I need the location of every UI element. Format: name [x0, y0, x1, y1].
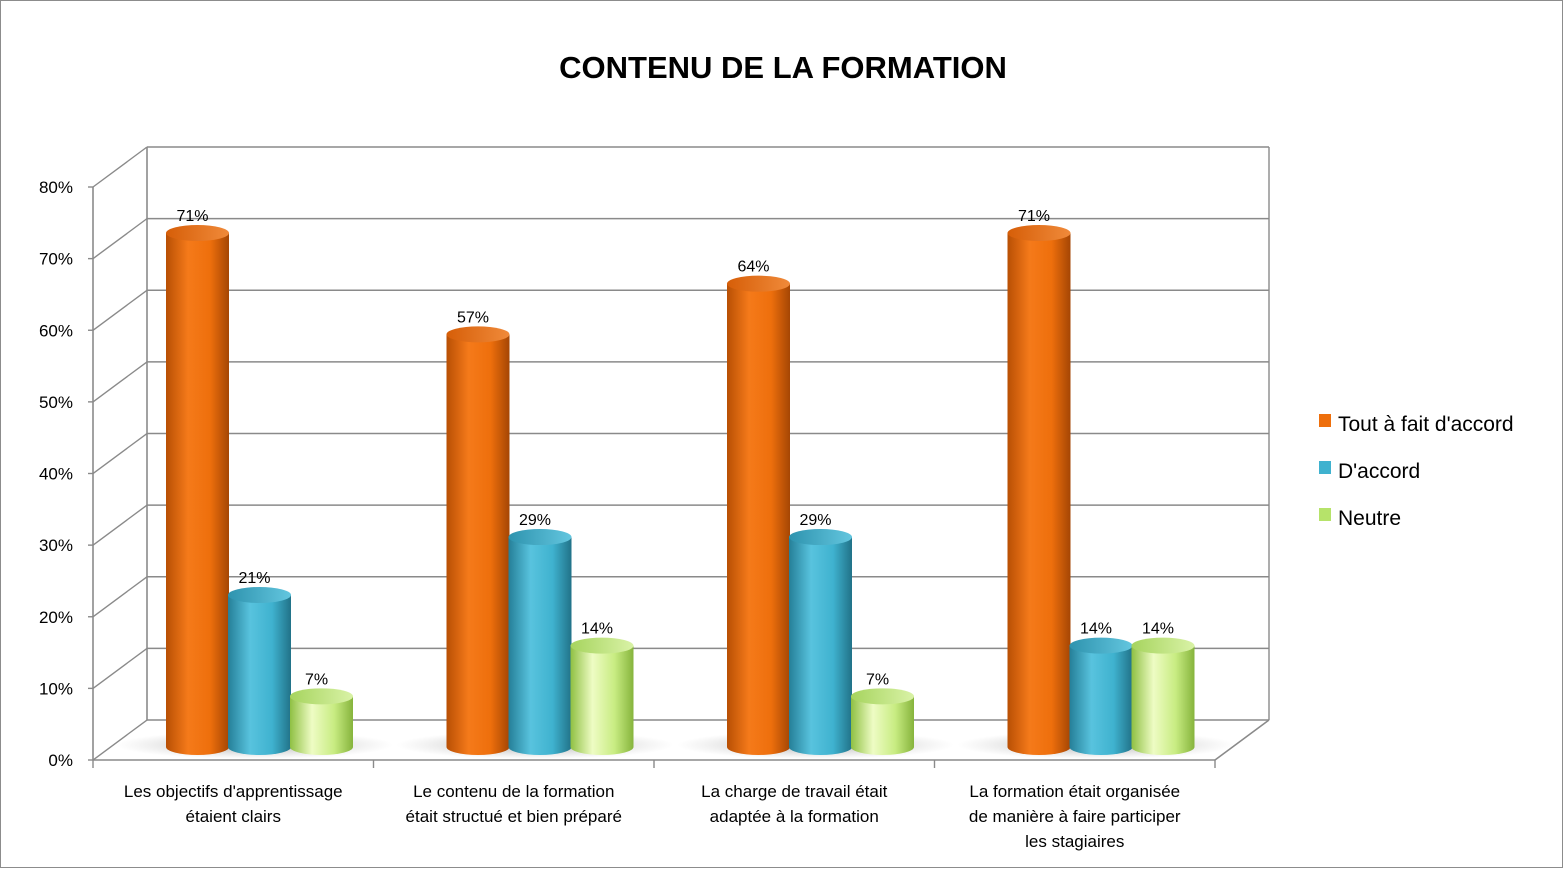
bar-body [789, 537, 852, 755]
category-label-line: Les objectifs d'apprentissage [124, 782, 343, 801]
gridline-side [92, 647, 148, 689]
category-label-line: étaient clairs [186, 807, 281, 826]
data-label: 14% [1142, 621, 1174, 638]
bar-top [789, 529, 852, 546]
y-tick-label: 70% [39, 250, 73, 269]
category-label: Les objectifs d'apprentissage étaient cla… [124, 782, 343, 826]
gridline-side [92, 504, 148, 546]
bar-top [727, 275, 790, 292]
bar-neutre [290, 688, 353, 755]
category-label: La formation était organisée de manière à… [969, 782, 1181, 851]
bar-tout-a-fait [727, 275, 790, 755]
category-label-line: La charge de travail était [701, 782, 887, 801]
category-labels: Les objectifs d'apprentissage étaient cla… [124, 782, 1181, 851]
legend-label: Neutre [1338, 507, 1401, 530]
legend-label: Tout à fait d'accord [1338, 413, 1514, 436]
bars-layer [166, 225, 1195, 755]
bar-body [1131, 645, 1195, 755]
bar-body [851, 696, 914, 755]
category-label: La charge de travail était adaptée à la f… [701, 782, 887, 826]
legend-swatch [1319, 461, 1331, 474]
data-label: 29% [799, 512, 831, 529]
bar-body [1069, 645, 1133, 755]
y-tick-labels: 0% 10% 20% 30% 40% 50% 60% 70% 80% [39, 178, 73, 770]
bar-tout-a-fait [1007, 225, 1071, 755]
category-label-line: Le contenu de la formation [413, 782, 614, 801]
gridline-side [92, 576, 148, 618]
bar-body [1007, 233, 1071, 755]
y-tick-label: 30% [39, 536, 73, 555]
legend-item: Neutre [1319, 507, 1401, 530]
legend-item: Tout à fait d'accord [1319, 413, 1514, 436]
bar-body [727, 283, 790, 755]
data-label: 7% [305, 671, 328, 688]
bar-daccord [789, 529, 852, 755]
data-label: 71% [176, 208, 208, 225]
bar-body [446, 334, 510, 755]
y-tick-label: 0% [48, 751, 73, 770]
gridline-side [92, 146, 148, 188]
legend-item: D'accord [1319, 460, 1420, 483]
bar-top [570, 637, 634, 654]
y-tick-label: 40% [39, 465, 73, 484]
data-label: 14% [581, 621, 613, 638]
bar-daccord [508, 529, 572, 755]
data-label: 57% [457, 309, 489, 326]
bar-body [166, 233, 229, 755]
data-labels: 71% 21% 7% 57% 29% 14% 64% 29% 7% 71% 14% 14% [176, 208, 1174, 688]
bar-top [1069, 637, 1133, 654]
legend-label: D'accord [1338, 460, 1420, 483]
bar-top [446, 326, 510, 343]
gridline-side [92, 218, 148, 260]
gridline-side [92, 432, 148, 475]
category-label-line: les stagiaires [1025, 832, 1124, 851]
y-tick-label: 80% [39, 178, 73, 197]
category-label-line: de manière à faire participer [969, 807, 1181, 826]
floor-right-edge [1214, 719, 1270, 761]
bar-body [290, 696, 353, 755]
data-label: 14% [1080, 621, 1112, 638]
bar-daccord [228, 586, 291, 755]
bar-top [166, 225, 229, 241]
category-label-line: La formation était organisée [969, 782, 1180, 801]
gridline-side [92, 361, 148, 403]
bar-tout-a-fait [446, 326, 510, 755]
y-tick-label: 50% [39, 393, 73, 412]
bar-top [228, 586, 291, 603]
y-tick-label: 20% [39, 608, 73, 627]
bar-top [1007, 225, 1071, 241]
bar-body [228, 594, 291, 755]
axis-layer [88, 147, 1270, 768]
chart-title: CONTENU DE LA FORMATION [559, 50, 1007, 85]
legend: Tout à fait d'accord D'accord Neutre [1319, 413, 1514, 530]
bar-neutre [570, 637, 634, 755]
category-label: Le contenu de la formation était structué… [406, 782, 622, 826]
bar-top [508, 529, 572, 546]
bar-top [290, 688, 353, 705]
bar-body [570, 645, 634, 755]
bar-daccord [1069, 637, 1133, 755]
bar-top [1131, 637, 1195, 654]
gridline-side [92, 719, 148, 761]
data-label: 71% [1018, 208, 1050, 225]
data-label: 7% [866, 671, 889, 688]
bar-top [851, 688, 914, 705]
y-tick-label: 60% [39, 321, 73, 340]
data-label: 29% [519, 512, 551, 529]
y-tick-label: 10% [39, 679, 73, 698]
bar-neutre [851, 688, 914, 755]
data-label: 21% [238, 570, 270, 587]
grid-layer [92, 146, 1269, 761]
legend-swatch [1319, 508, 1331, 521]
legend-swatch [1319, 414, 1331, 427]
bar-body [508, 537, 572, 755]
bar-neutre [1131, 637, 1195, 755]
category-label-line: adaptée à la formation [710, 807, 879, 826]
category-label-line: était structué et bien préparé [406, 807, 622, 826]
gridline-side [92, 289, 148, 331]
data-label: 64% [737, 259, 769, 276]
bar-tout-a-fait [166, 225, 229, 755]
